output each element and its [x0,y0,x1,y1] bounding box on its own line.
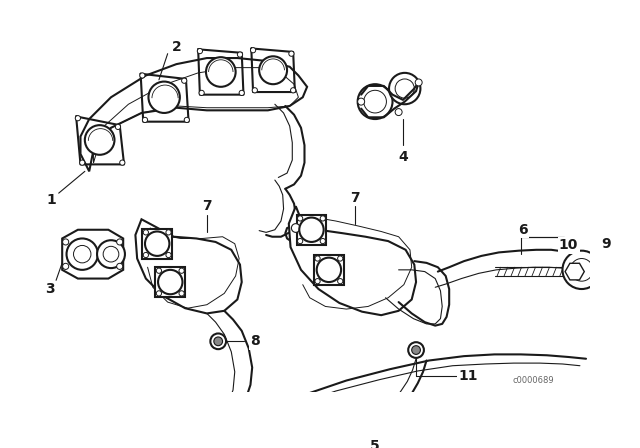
Circle shape [259,56,287,84]
Circle shape [206,57,236,87]
Circle shape [570,258,593,281]
Circle shape [184,117,189,123]
Circle shape [237,52,243,57]
Circle shape [395,108,402,116]
Circle shape [140,73,145,78]
Polygon shape [289,206,416,315]
Polygon shape [565,263,584,280]
Circle shape [143,230,148,235]
Text: 7: 7 [202,199,212,213]
Bar [156,267,185,297]
Circle shape [320,238,325,244]
Circle shape [116,239,123,245]
Circle shape [252,88,257,93]
Circle shape [291,224,300,233]
Circle shape [120,160,125,165]
Circle shape [97,240,125,268]
Polygon shape [136,219,242,314]
Text: 11: 11 [459,369,478,383]
Circle shape [63,239,68,245]
Circle shape [291,88,296,93]
Circle shape [298,238,303,244]
Circle shape [389,73,420,104]
Circle shape [67,238,98,270]
Circle shape [320,216,325,221]
Circle shape [76,116,81,121]
Circle shape [197,48,202,54]
Circle shape [166,252,171,258]
Text: 2: 2 [172,40,181,54]
Circle shape [214,337,223,346]
Circle shape [166,230,171,235]
Circle shape [315,279,320,284]
Circle shape [179,268,184,273]
Circle shape [358,84,392,119]
Circle shape [74,246,91,263]
Circle shape [364,90,387,113]
Text: 1: 1 [47,193,56,207]
Text: 4: 4 [398,150,408,164]
Circle shape [156,291,161,296]
Circle shape [317,258,341,282]
Circle shape [415,79,422,86]
Circle shape [315,256,320,261]
Circle shape [408,342,424,358]
Circle shape [182,78,187,83]
Circle shape [395,79,414,98]
Text: 5: 5 [370,439,380,448]
Circle shape [116,263,123,269]
Text: 7: 7 [350,190,360,204]
Circle shape [145,232,170,256]
Bar [142,229,172,258]
Circle shape [563,251,601,289]
Text: 8: 8 [250,334,260,348]
Circle shape [79,160,85,165]
Circle shape [115,124,120,129]
Circle shape [338,256,343,261]
Text: 9: 9 [601,237,611,251]
Text: c0000689: c0000689 [513,376,554,385]
Circle shape [148,82,180,113]
Circle shape [358,98,365,105]
Circle shape [199,90,204,95]
Bar [314,255,344,284]
Circle shape [289,51,294,56]
Circle shape [211,333,226,349]
Circle shape [103,246,119,262]
Circle shape [298,216,303,221]
Circle shape [158,270,182,294]
Bar [297,215,326,245]
Polygon shape [62,230,123,279]
Circle shape [85,125,115,155]
Circle shape [63,263,68,269]
Text: 10: 10 [559,238,579,252]
Circle shape [142,117,148,123]
Circle shape [239,90,244,95]
Circle shape [300,218,324,242]
Circle shape [250,47,256,53]
Circle shape [338,279,343,284]
Circle shape [156,268,161,273]
Circle shape [412,346,420,354]
Text: 6: 6 [518,223,528,237]
Polygon shape [81,58,307,171]
Text: 3: 3 [45,282,55,296]
Circle shape [179,291,184,296]
Circle shape [143,252,148,258]
